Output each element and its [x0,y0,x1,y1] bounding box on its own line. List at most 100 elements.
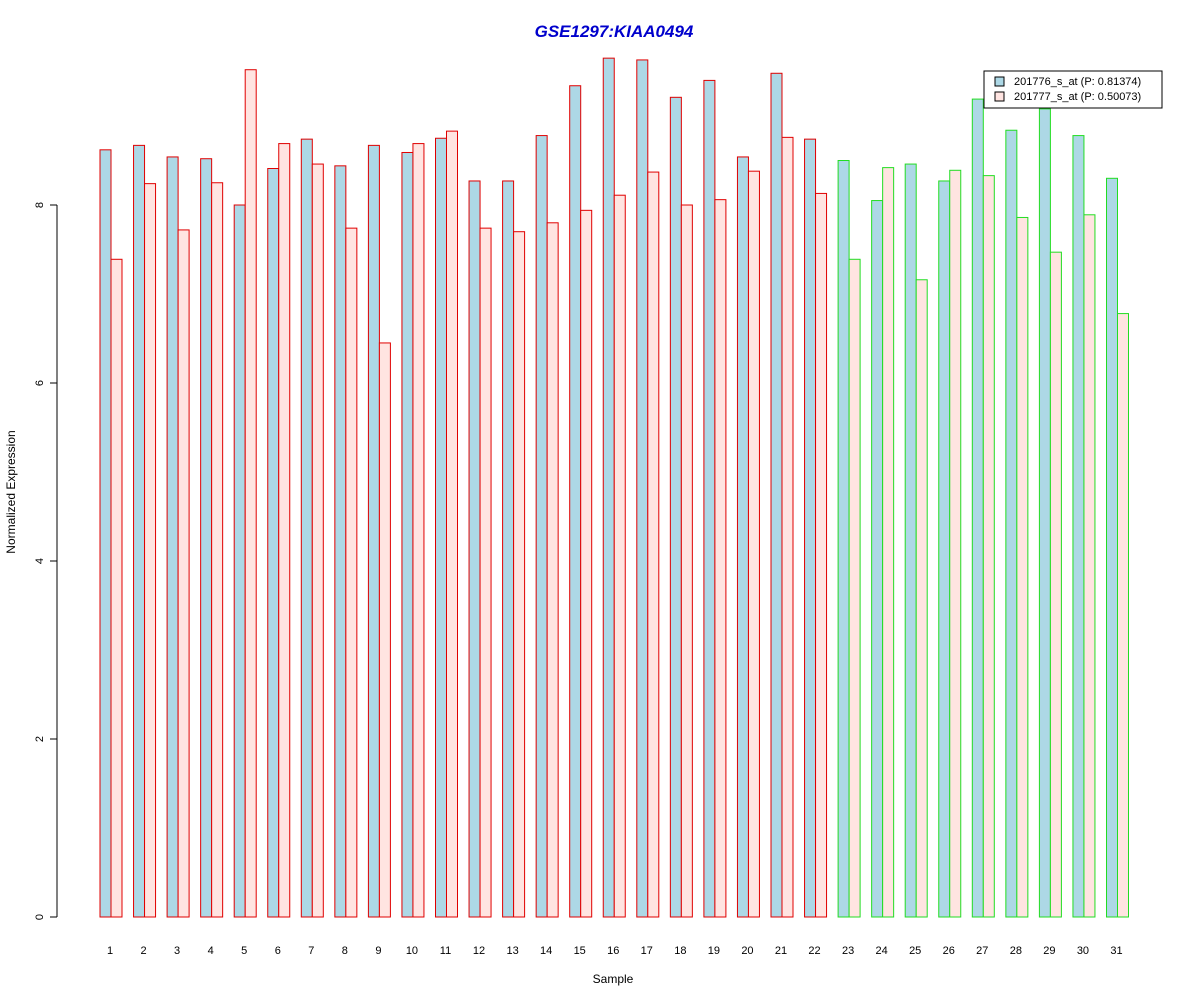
x-tick-labels: 1 2 3 4 5 6 7 8 9 10 11 12 13 14 15 16 17 18 19 20 21 22 23 24 2… [107,945,1123,957]
x-tick-label: 26 [943,945,955,957]
bar-series-1-sample-18 [669,96,682,918]
x-tick-label: 25 [909,945,921,957]
bar-series-2-sample-12 [479,227,492,918]
x-tick-label: 9 [375,945,381,957]
x-tick-label: 3 [174,945,180,957]
bar-series-1-sample-20 [736,156,749,918]
x-tick-label: 11 [440,945,451,957]
y-tick-label: 8 [34,202,46,208]
x-tick-label: 19 [708,945,720,957]
bar-series-2-sample-23 [848,258,861,918]
legend-box [983,70,1163,109]
bar-series-2-sample-4 [211,182,224,918]
bar-series-2-sample-8 [345,227,358,918]
x-tick-label: 10 [406,945,418,957]
bar-series-2-sample-18 [680,204,693,918]
x-tick-label: 22 [808,945,820,957]
bar-series-2-sample-17 [647,171,660,918]
bar-series-1-sample-28 [1005,129,1018,918]
x-axis-label: Sample [593,972,634,986]
x-tick-label: 14 [540,945,552,957]
bar-series-2-sample-26 [949,169,962,918]
bar-series-2-sample-1 [110,258,123,918]
x-tick-label: 7 [308,945,314,957]
x-tick-label: 21 [775,945,787,957]
bar-series-2-sample-22 [815,192,828,918]
bar-series-1-sample-10 [401,151,414,918]
bar-series-2-sample-11 [446,130,458,918]
bars [99,57,1129,918]
bar-series-1-sample-13 [502,180,515,918]
bar-series-2-sample-27 [982,175,995,918]
bar-series-1-sample-4 [200,158,213,918]
y-tick-label: 2 [34,736,46,742]
bar-series-2-sample-20 [747,170,760,918]
bar-series-2-sample-30 [1083,214,1096,918]
bar-series-2-sample-5 [244,69,257,918]
legend-swatch-series-1 [994,76,1005,87]
bar-series-2-sample-19 [714,199,727,918]
y-tick-label: 0 [34,914,46,920]
legend: 201776_s_at (P: 0.81374) 201777_s_at (P:… [983,70,1163,109]
bar-series-1-sample-5 [233,204,246,918]
bar-series-2-sample-16 [613,194,626,918]
bar-series-1-sample-22 [804,138,817,918]
bar-series-1-sample-16 [602,57,615,918]
bar-series-2-sample-6 [278,143,291,918]
x-tick-label: 1 [107,945,113,957]
bar-series-2-sample-13 [513,231,526,918]
x-tick-label: 6 [275,945,281,957]
x-tick-label: 29 [1043,945,1055,957]
bar-series-1-sample-2 [133,144,146,918]
bar-series-2-sample-7 [311,163,324,918]
bar-series-2-sample-9 [378,342,391,918]
x-tick-label: 30 [1077,945,1089,957]
bar-series-2-sample-14 [546,222,559,918]
x-tick-label: 18 [674,945,686,957]
bar-series-1-sample-9 [367,144,380,918]
x-tick-label: 17 [641,945,653,957]
x-tick-label: 2 [140,945,146,957]
bar-series-1-sample-25 [904,163,917,918]
x-tick-label: 15 [574,945,586,957]
x-tick-label: 23 [842,945,854,957]
bar-series-1-sample-19 [703,79,716,918]
bar-series-2-sample-10 [412,143,425,918]
bar-series-2-sample-29 [1049,251,1062,918]
bar-series-2-sample-24 [882,167,895,918]
x-tick-label: 31 [1110,945,1122,957]
bar-series-1-sample-8 [334,165,347,918]
bar-series-1-sample-26 [938,180,951,918]
x-tick-label: 12 [473,945,485,957]
x-tick-label: 4 [208,945,214,957]
y-axis-label: Normalized Expression [4,430,18,553]
legend-label-series-2: 201777_s_at (P: 0.50073) [1014,91,1141,103]
bar-series-1-sample-23 [837,160,850,918]
bar-series-1-sample-24 [871,200,884,918]
bar-series-1-sample-7 [300,138,313,918]
x-tick-label: 13 [506,945,518,957]
bar-series-1-sample-30 [1072,135,1085,918]
x-tick-label: 24 [876,945,888,957]
bar-series-1-sample-3 [166,156,179,918]
bar-series-1-sample-27 [971,98,984,918]
bar-series-2-sample-15 [580,209,593,918]
x-tick-label: 5 [241,945,247,957]
x-tick-label: 20 [741,945,753,957]
bar-series-1-sample-21 [770,72,783,918]
x-tick-label: 27 [976,945,988,957]
bar-series-2-sample-31 [1117,313,1129,918]
legend-label-series-1: 201776_s_at (P: 0.81374) [1014,76,1141,88]
bar-series-2-sample-21 [781,136,794,918]
legend-swatch-series-2 [994,91,1005,102]
bar-series-2-sample-28 [1016,216,1029,918]
x-tick-label: 28 [1010,945,1022,957]
y-tick-label: 4 [34,558,46,564]
chart-title: GSE1297:KIAA0494 [535,22,694,41]
bar-series-1-sample-6 [267,168,280,918]
bar-series-1-sample-14 [535,135,548,918]
bar-series-2-sample-2 [144,183,157,918]
bar-series-2-sample-3 [177,229,190,918]
bar-series-1-sample-17 [636,59,649,918]
x-tick-label: 8 [342,945,348,957]
